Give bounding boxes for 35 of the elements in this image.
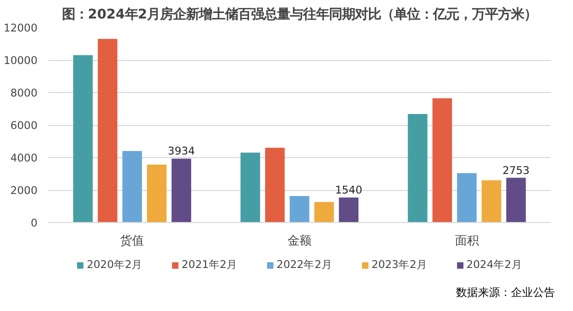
y-tick-label: 12000 [4,22,38,34]
bar [172,158,192,222]
y-tick-label: 0 [30,216,38,230]
x-tick-label: 金额 [288,234,312,248]
data-label: 3934 [168,144,196,158]
legend-label: 2020年2月 [86,258,143,272]
bar [98,38,118,222]
bar [482,180,502,222]
bar [146,164,167,222]
bar [457,173,477,222]
legend-label: 2021年2月 [182,258,238,272]
x-tick-label: 货值 [120,234,144,248]
y-tick-label: 10000 [4,54,38,67]
bar [314,202,334,222]
source-note: 数据来源：企业公告 [456,285,555,301]
legend-label: 2024年2月 [466,258,522,272]
y-tick-label: 2000 [10,184,38,197]
y-tick-label: 8000 [10,86,38,100]
bar [265,148,285,222]
bar [122,151,142,222]
bar [408,114,428,222]
chart-title: 图：2024年2月房企新增土储百强总量与往年同期对比（单位：亿元，万平方米） [62,6,538,22]
y-tick-label: 4000 [10,152,38,164]
legend-label: 2022年2月 [276,258,332,272]
bar [506,178,526,222]
data-label: 1540 [335,183,362,196]
y-tick-label: 6000 [10,119,38,132]
x-tick-label: 面积 [454,234,479,248]
legend-label: 2023年2月 [371,258,428,272]
bar [338,197,358,222]
data-label: 2753 [502,164,530,177]
bar [290,196,310,222]
bar [240,152,260,222]
bar [432,98,452,222]
bar [73,55,93,222]
